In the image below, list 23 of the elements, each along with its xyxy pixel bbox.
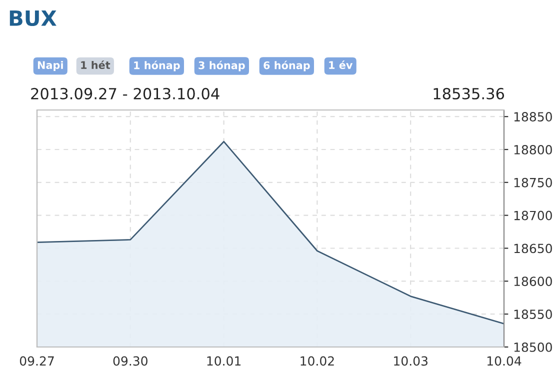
text: Napi	[38, 60, 63, 72]
y-tick-label: 18650	[514, 244, 552, 254]
x-tick-label: 10.01	[207, 356, 241, 366]
x-tick-label: 09.30	[113, 356, 148, 366]
x-tick-label: 09.27	[20, 356, 54, 366]
y-tick-label: 18750	[514, 178, 552, 188]
x-tick-label: 10.02	[300, 356, 334, 366]
chart-title: BUX	[10, 10, 56, 26]
y-tick-label: 18500	[514, 342, 552, 352]
chart-subtitle: 2013.09.27 - 2013.10.04	[31, 88, 220, 100]
y-tick-label: 18550	[514, 310, 552, 320]
y-tick-label: 18700	[514, 210, 552, 220]
text: 3 hónap	[198, 60, 245, 72]
text: 1 év	[329, 60, 353, 70]
y-tick-label: 18600	[514, 276, 552, 286]
y-tick-label: 18800	[514, 144, 552, 154]
text: 18535.36	[434, 88, 504, 100]
y-tick-label: 18850	[514, 112, 552, 122]
x-tick-label: 10.03	[394, 356, 428, 366]
x-tick-label: 10.04	[487, 356, 522, 366]
text: 6 hónap	[264, 60, 310, 72]
text: 1 hónap	[134, 60, 180, 72]
text: 1 hét	[81, 60, 110, 70]
